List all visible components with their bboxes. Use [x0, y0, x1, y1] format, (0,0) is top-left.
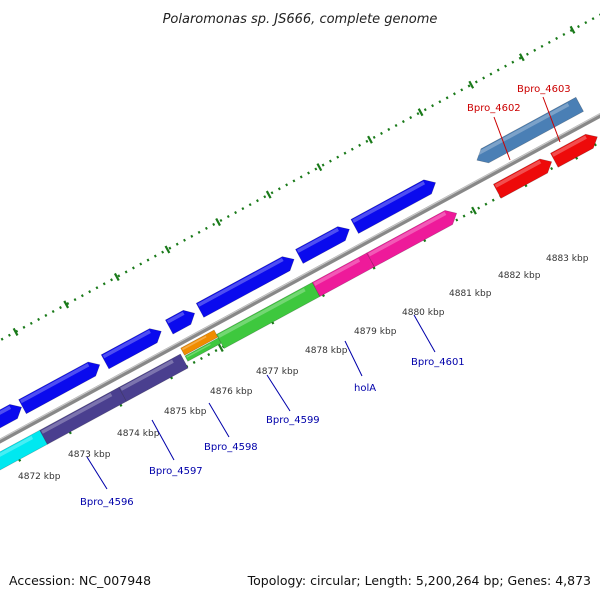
gene-highlight-14 — [217, 288, 306, 338]
gene-feature-2 — [18, 361, 101, 415]
gene-feature-15 — [311, 252, 375, 297]
kbp-label-4881: 4881 kbp — [449, 289, 492, 299]
gene-feature-12 — [180, 329, 219, 356]
gene-highlight-18 — [551, 135, 587, 157]
gene-highlight-12 — [182, 335, 207, 351]
map-title: Polaromonas sp. JS666, complete genome — [163, 12, 438, 27]
inner-major-tick — [164, 245, 171, 254]
kbp-label-4872: 4872 kbp — [18, 472, 61, 482]
outer-major-tick — [217, 343, 224, 353]
gene-feature-7 — [350, 179, 436, 234]
gene-highlight-6 — [296, 227, 339, 253]
gene-feature-8 — [476, 96, 584, 164]
gene-feature-11 — [118, 353, 189, 402]
inner-major-tick — [63, 300, 70, 309]
kbp-label-4878: 4878 kbp — [305, 346, 348, 356]
gene-highlight-8 — [474, 103, 570, 157]
gene-highlight-2 — [20, 363, 90, 404]
inner-major-tick — [215, 218, 221, 227]
inner-major-tick — [12, 327, 19, 336]
gene-label-Bpro_4596: Bpro_4596 — [80, 497, 134, 508]
kbp-label-4879: 4879 kbp — [354, 327, 397, 337]
gene-features — [0, 96, 598, 471]
kbp-label-4873: 4873 kbp — [68, 450, 111, 460]
gene-highlight-1 — [0, 405, 12, 415]
gene-label-Bpro_4603: Bpro_4603 — [517, 84, 571, 95]
inner-major-tick — [113, 272, 120, 282]
gene-highlight-5 — [197, 258, 284, 307]
gene-highlight-17 — [494, 160, 542, 188]
inner-major-tick — [569, 25, 576, 34]
gene-feature-13 — [184, 337, 222, 362]
outer-major-tick — [471, 206, 477, 215]
inner-major-tick — [468, 80, 475, 89]
gene-feature-3 — [100, 328, 162, 370]
gene-feature-16 — [366, 210, 458, 268]
inner-tick-rail — [0, 13, 600, 342]
inner-major-tick — [518, 53, 525, 62]
gene-feature-1 — [0, 404, 22, 429]
inner-major-tick — [265, 190, 272, 199]
inner-major-tick — [417, 108, 424, 117]
gene-feature-18 — [550, 133, 598, 168]
backbone-highlight — [0, 113, 600, 440]
kbp-label-4874: 4874 kbp — [117, 429, 160, 439]
gene-feature-6 — [295, 226, 350, 264]
kbp-label-4883: 4883 kbp — [546, 254, 589, 264]
gene-label-Bpro_4597: Bpro_4597 — [149, 466, 203, 477]
kbp-label-4882: 4882 kbp — [498, 271, 541, 281]
gene-feature-4 — [164, 309, 196, 335]
gene-leader-line — [344, 340, 363, 377]
backbone-line — [0, 113, 600, 444]
gene-highlight-7 — [352, 181, 426, 223]
gene-leader-line — [86, 456, 108, 490]
gene-leader-line — [542, 96, 561, 143]
genome-summary-text: Topology: circular; Length: 5,200,264 bp… — [247, 573, 591, 588]
gene-highlight-16 — [368, 211, 447, 257]
gene-label-Bpro_4599: Bpro_4599 — [266, 415, 320, 426]
gene-leader-line — [151, 419, 175, 461]
gene-leader-line — [413, 314, 436, 353]
gene-leader-line — [208, 402, 230, 438]
accession-text: Accession: NC_007948 — [9, 573, 152, 588]
gene-highlight-11 — [120, 359, 174, 391]
genome-backbone — [0, 113, 600, 444]
inner-major-tick — [316, 163, 323, 172]
gene-labels: Bpro_4596 Bpro_4597 Bpro_4598 Bpro_4599 holA… — [80, 84, 571, 508]
kbp-label-4875: 4875 kbp — [164, 407, 207, 417]
gene-highlight-9 — [0, 435, 34, 457]
gene-label-Bpro_4598: Bpro_4598 — [204, 442, 258, 453]
gene-feature-5 — [195, 256, 295, 318]
gene-label-holA: holA — [354, 383, 376, 394]
gene-highlight-15 — [313, 258, 361, 286]
kbp-label-4877: 4877 kbp — [256, 367, 299, 377]
gene-highlight-4 — [166, 311, 185, 324]
kbp-label-4880: 4880 kbp — [402, 308, 445, 318]
gene-leader-line — [493, 116, 511, 161]
gene-feature-17 — [492, 158, 553, 199]
gene-label-Bpro_4602: Bpro_4602 — [467, 103, 521, 114]
gene-highlight-10 — [41, 393, 113, 434]
gene-leader-line — [266, 374, 291, 412]
gene-label-Bpro_4601: Bpro_4601 — [411, 357, 465, 368]
gene-highlight-13 — [186, 343, 211, 358]
inner-major-tick — [367, 135, 373, 144]
gene-highlight-3 — [102, 329, 151, 359]
kbp-label-4876: 4876 kbp — [210, 387, 253, 397]
